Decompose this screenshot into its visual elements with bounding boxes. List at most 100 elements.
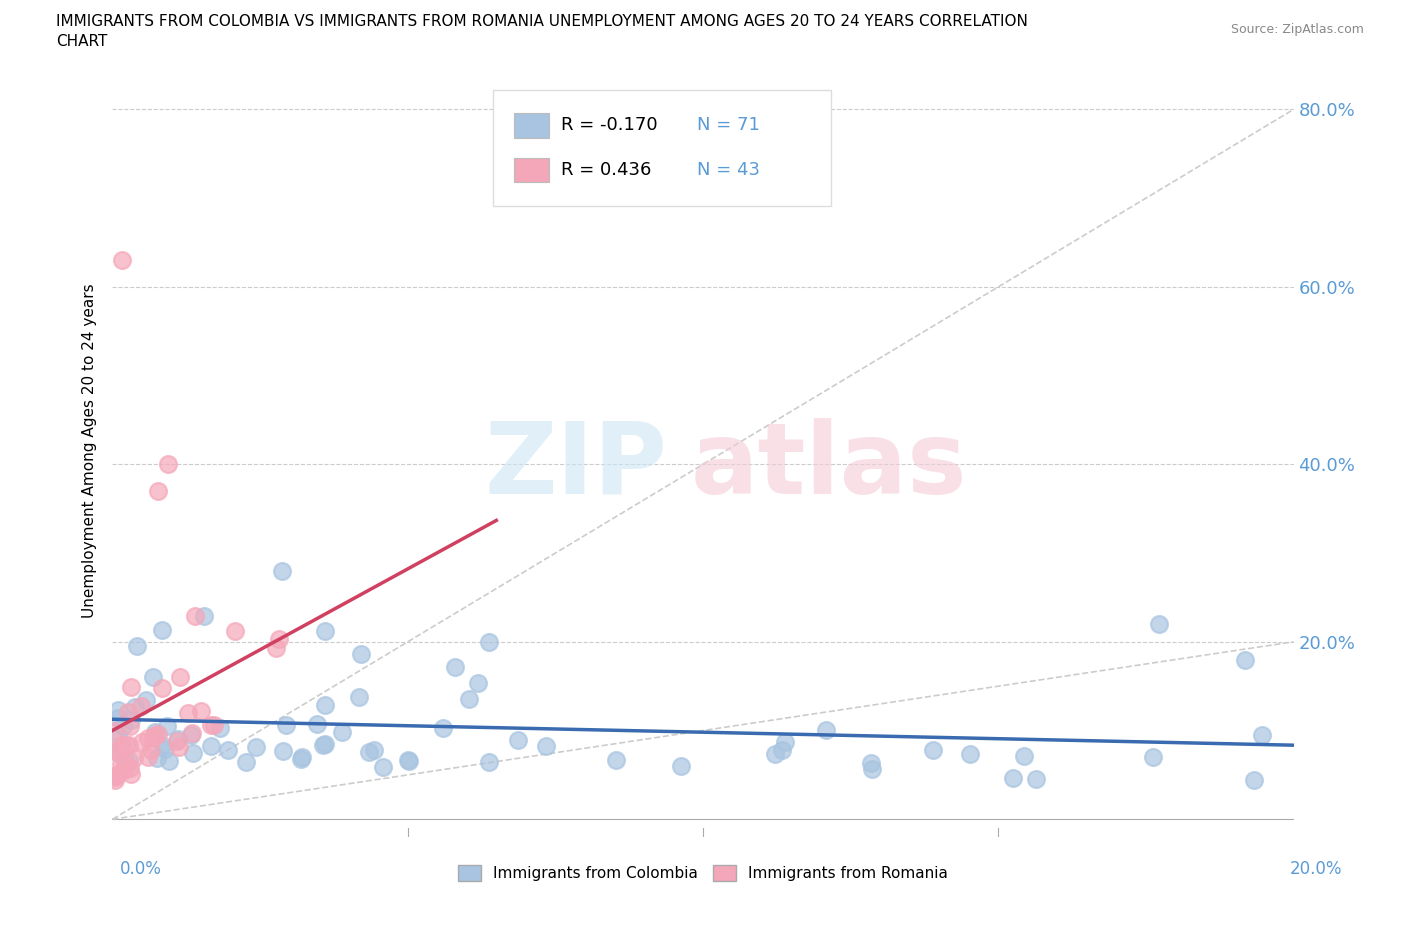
Point bbox=[202, 717, 225, 732]
Point bbox=[235, 754, 257, 769]
Text: R = -0.170: R = -0.170 bbox=[561, 116, 658, 134]
Point bbox=[291, 750, 314, 764]
Text: atlas: atlas bbox=[692, 418, 967, 515]
Point bbox=[245, 739, 267, 754]
Point bbox=[118, 754, 141, 769]
Point bbox=[124, 699, 146, 714]
Point bbox=[167, 739, 190, 754]
Point bbox=[208, 721, 231, 736]
Point bbox=[107, 727, 129, 742]
Point bbox=[156, 457, 179, 472]
Point bbox=[181, 726, 204, 741]
Point bbox=[125, 638, 148, 653]
Point bbox=[775, 734, 797, 749]
Point bbox=[107, 702, 129, 717]
Point bbox=[177, 705, 200, 720]
Point bbox=[104, 769, 127, 784]
Point bbox=[111, 718, 134, 733]
Point bbox=[921, 743, 943, 758]
Point bbox=[314, 698, 336, 712]
Point bbox=[347, 690, 370, 705]
Point bbox=[169, 670, 191, 684]
FancyBboxPatch shape bbox=[515, 158, 550, 182]
Point bbox=[478, 634, 501, 649]
Text: ZIP: ZIP bbox=[485, 418, 668, 515]
Point bbox=[1014, 749, 1036, 764]
Point bbox=[117, 704, 139, 719]
Point bbox=[120, 719, 142, 734]
Point bbox=[1001, 770, 1024, 785]
Point bbox=[131, 735, 153, 750]
Point bbox=[107, 711, 129, 725]
Point bbox=[350, 646, 373, 661]
Point bbox=[398, 753, 420, 768]
Point bbox=[122, 751, 145, 765]
Point bbox=[357, 745, 380, 760]
Point bbox=[432, 720, 454, 735]
Text: Source: ZipAtlas.com: Source: ZipAtlas.com bbox=[1230, 23, 1364, 36]
Point bbox=[605, 753, 627, 768]
Point bbox=[200, 718, 222, 733]
Point bbox=[184, 608, 207, 623]
Point bbox=[141, 743, 163, 758]
Legend: Immigrants from Colombia, Immigrants from Romania: Immigrants from Colombia, Immigrants fro… bbox=[451, 859, 955, 887]
Point bbox=[314, 737, 336, 751]
Point bbox=[166, 732, 188, 747]
Point bbox=[120, 766, 142, 781]
Point bbox=[166, 734, 188, 749]
Text: 0.0%: 0.0% bbox=[120, 860, 162, 878]
Point bbox=[770, 743, 793, 758]
Point bbox=[115, 738, 138, 753]
Point bbox=[120, 712, 142, 727]
Point bbox=[506, 732, 529, 747]
Point bbox=[143, 727, 166, 742]
Point bbox=[224, 624, 246, 639]
FancyBboxPatch shape bbox=[515, 113, 550, 138]
Point bbox=[104, 724, 127, 738]
Point bbox=[371, 760, 394, 775]
Point bbox=[1251, 728, 1274, 743]
Point bbox=[478, 755, 501, 770]
Point bbox=[274, 717, 297, 732]
Point bbox=[150, 622, 173, 637]
Point bbox=[143, 724, 166, 739]
Point bbox=[136, 731, 159, 746]
Point bbox=[157, 754, 180, 769]
Point bbox=[190, 703, 212, 718]
Point bbox=[457, 692, 479, 707]
Point bbox=[111, 737, 134, 752]
Point bbox=[1025, 771, 1047, 786]
Point bbox=[269, 631, 291, 646]
Point bbox=[193, 608, 215, 623]
Point bbox=[200, 738, 222, 753]
Point bbox=[104, 743, 127, 758]
Point bbox=[135, 693, 157, 708]
Point bbox=[290, 752, 312, 767]
Point bbox=[110, 757, 132, 772]
Point bbox=[156, 718, 179, 733]
Point bbox=[534, 738, 557, 753]
Point bbox=[112, 762, 135, 777]
Point bbox=[120, 760, 142, 775]
Point bbox=[307, 716, 329, 731]
Point bbox=[111, 253, 134, 268]
Point bbox=[1233, 652, 1256, 667]
Point bbox=[1142, 750, 1164, 764]
Text: CHART: CHART bbox=[56, 34, 108, 49]
Point bbox=[312, 737, 335, 752]
Point bbox=[271, 743, 294, 758]
Point bbox=[142, 670, 165, 684]
Point bbox=[217, 743, 239, 758]
Point bbox=[153, 741, 176, 756]
Point bbox=[1243, 773, 1265, 788]
Point bbox=[104, 773, 127, 788]
Point bbox=[146, 726, 169, 741]
Point bbox=[671, 758, 693, 773]
Point bbox=[363, 743, 385, 758]
Point bbox=[150, 680, 173, 695]
Point bbox=[142, 731, 165, 746]
Point bbox=[396, 752, 419, 767]
Point bbox=[104, 743, 127, 758]
Text: N = 43: N = 43 bbox=[697, 161, 761, 179]
Point bbox=[150, 737, 173, 752]
